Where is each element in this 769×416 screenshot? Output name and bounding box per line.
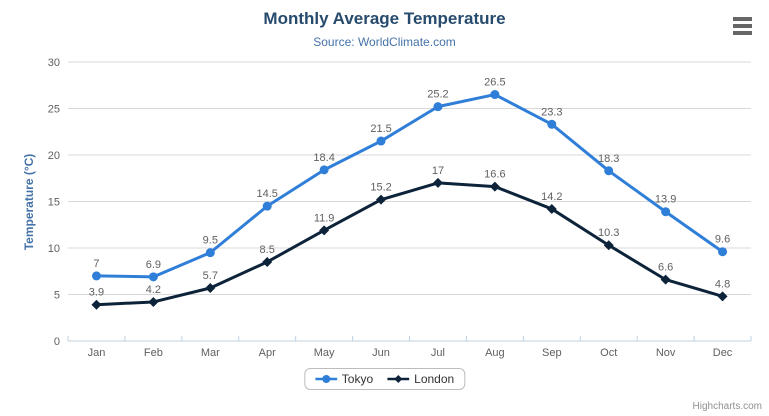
data-point-marker[interactable] bbox=[262, 256, 273, 267]
hamburger-bar bbox=[733, 17, 752, 21]
data-point-marker[interactable] bbox=[660, 274, 671, 285]
data-point-marker[interactable] bbox=[91, 299, 102, 310]
data-point-marker[interactable] bbox=[319, 225, 330, 236]
legend-item-london[interactable]: London bbox=[387, 372, 454, 386]
x-axis-label: Sep bbox=[542, 347, 562, 359]
data-label: 6.9 bbox=[146, 259, 161, 271]
legend-label: London bbox=[414, 372, 455, 386]
data-label: 7 bbox=[93, 258, 99, 270]
data-label: 14.5 bbox=[256, 188, 277, 200]
x-axis-label: Apr bbox=[259, 347, 276, 359]
chart-title: Monthly Average Temperature bbox=[263, 9, 506, 28]
x-axis-label: Jan bbox=[88, 347, 106, 359]
data-label: 9.6 bbox=[715, 234, 730, 246]
data-point-marker[interactable] bbox=[148, 272, 158, 282]
data-point-marker[interactable] bbox=[546, 203, 557, 214]
x-axis-label: Jul bbox=[431, 347, 445, 359]
data-label: 15.2 bbox=[370, 182, 391, 194]
data-label: 4.8 bbox=[715, 278, 730, 290]
data-label: 8.5 bbox=[260, 244, 275, 256]
y-axis-tick-label: 25 bbox=[48, 104, 60, 116]
data-point-marker[interactable] bbox=[433, 102, 443, 112]
x-axis-label: Aug bbox=[485, 347, 505, 359]
data-label: 14.2 bbox=[541, 191, 562, 203]
data-label: 9.5 bbox=[203, 235, 218, 247]
data-point-marker[interactable] bbox=[717, 291, 728, 302]
legend-item-tokyo[interactable]: Tokyo bbox=[314, 372, 374, 386]
y-axis-tick-label: 10 bbox=[48, 243, 60, 255]
data-point-marker[interactable] bbox=[205, 282, 216, 293]
data-point-marker[interactable] bbox=[376, 194, 387, 205]
data-point-marker[interactable] bbox=[205, 248, 215, 258]
data-point-marker[interactable] bbox=[490, 90, 500, 100]
data-label: 11.9 bbox=[314, 212, 335, 224]
y-axis-tick-label: 20 bbox=[48, 150, 60, 162]
data-point-marker[interactable] bbox=[603, 240, 614, 251]
legend-label: Tokyo bbox=[341, 372, 374, 386]
data-point-marker[interactable] bbox=[319, 165, 329, 175]
data-point-marker[interactable] bbox=[376, 136, 386, 146]
data-point-marker[interactable] bbox=[432, 177, 443, 188]
data-point-marker[interactable] bbox=[262, 201, 272, 211]
data-point-marker[interactable] bbox=[661, 207, 671, 217]
hamburger-menu-icon[interactable] bbox=[733, 17, 752, 35]
y-axis-tick-label: 0 bbox=[54, 336, 60, 348]
legend-marker-icon bbox=[314, 375, 337, 383]
y-axis-tick-label: 30 bbox=[48, 57, 60, 69]
credits-link[interactable]: Highcharts.com bbox=[692, 401, 762, 412]
data-point-marker[interactable] bbox=[91, 271, 101, 281]
hamburger-bar bbox=[733, 24, 752, 28]
data-label: 5.7 bbox=[203, 270, 218, 282]
data-point-marker[interactable] bbox=[489, 181, 500, 192]
data-label: 6.6 bbox=[658, 262, 673, 274]
data-point-marker[interactable] bbox=[547, 119, 557, 129]
hamburger-bar bbox=[733, 31, 752, 35]
data-label: 3.9 bbox=[89, 287, 104, 299]
series-line-london[interactable] bbox=[94, 181, 725, 307]
y-axis-tick-label: 5 bbox=[54, 290, 60, 302]
x-axis-label: Mar bbox=[201, 347, 220, 359]
data-label: 16.6 bbox=[484, 169, 505, 181]
data-label: 10.3 bbox=[598, 227, 619, 239]
data-label: 18.4 bbox=[313, 152, 334, 164]
data-point-marker[interactable] bbox=[148, 296, 159, 307]
data-label: 18.3 bbox=[598, 153, 619, 165]
series-line-tokyo[interactable] bbox=[94, 93, 725, 279]
x-axis-label: May bbox=[314, 347, 335, 359]
data-label: 4.2 bbox=[146, 284, 161, 296]
x-axis-label: Dec bbox=[713, 347, 733, 359]
data-label: 17 bbox=[432, 165, 444, 177]
x-axis-label: Jun bbox=[372, 347, 390, 359]
data-label: 26.5 bbox=[484, 77, 505, 89]
data-label: 13.9 bbox=[655, 194, 676, 206]
data-label: 25.2 bbox=[427, 89, 448, 101]
data-label: 21.5 bbox=[370, 123, 391, 135]
legend-marker-icon bbox=[387, 375, 410, 383]
x-axis-label: Nov bbox=[656, 347, 676, 359]
y-axis-tick-label: 15 bbox=[48, 197, 60, 209]
data-point-marker[interactable] bbox=[718, 247, 728, 257]
chart-subtitle[interactable]: Source: WorldClimate.com bbox=[313, 35, 456, 49]
x-axis-label: Oct bbox=[600, 347, 617, 359]
legend: Tokyo London bbox=[303, 368, 466, 390]
x-axis-label: Feb bbox=[144, 347, 163, 359]
data-label: 23.3 bbox=[541, 106, 562, 118]
data-point-marker[interactable] bbox=[604, 166, 614, 176]
